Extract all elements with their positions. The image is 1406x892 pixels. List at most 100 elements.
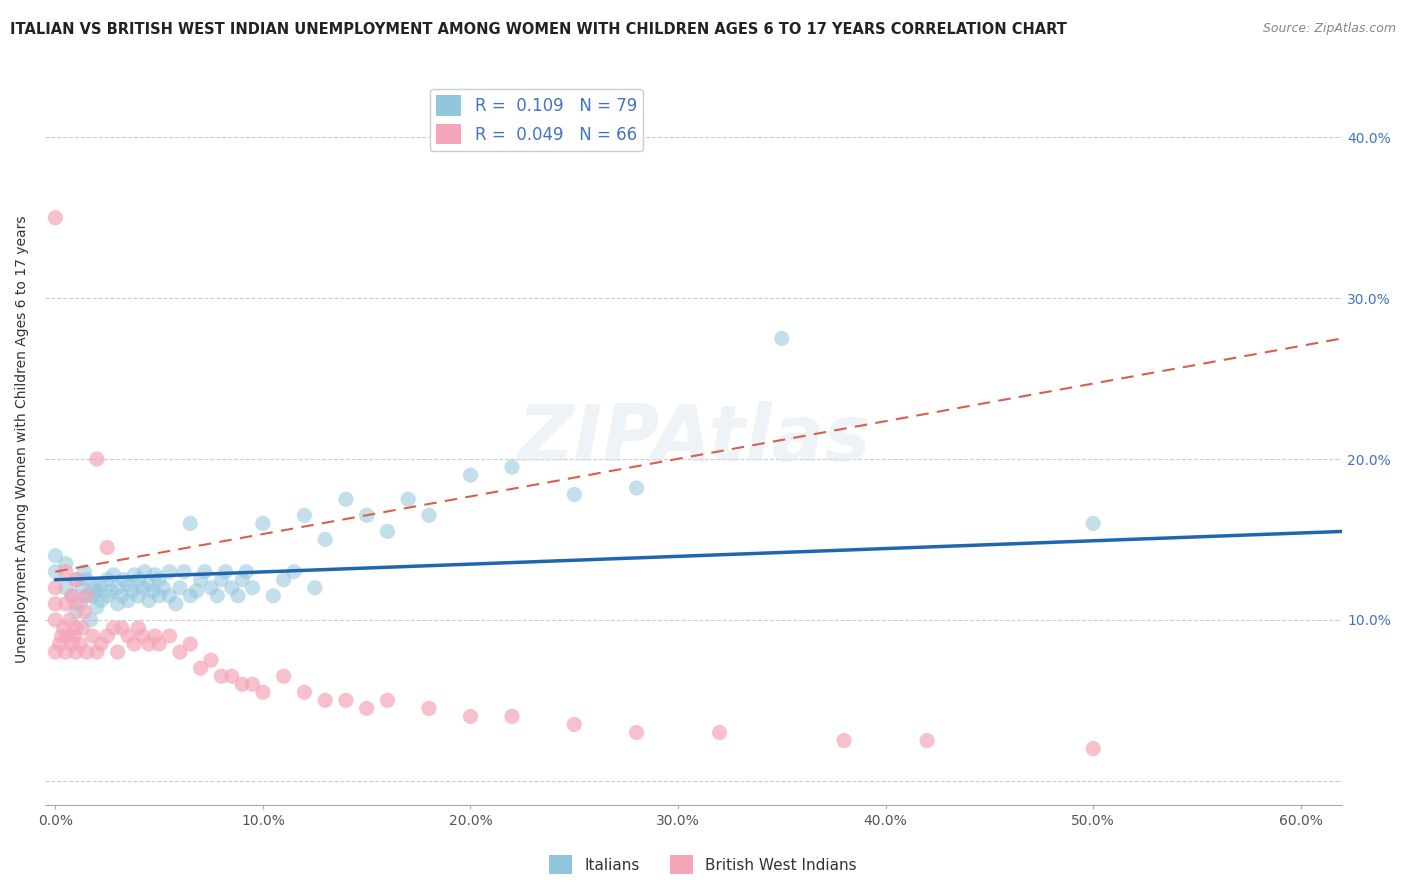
Point: [55, 597, 77, 611]
Point: [356, 701, 378, 715]
Point: [242, 581, 264, 595]
Point: [226, 589, 249, 603]
Point: [190, 661, 212, 675]
Point: [418, 508, 440, 523]
Point: [51, 629, 73, 643]
Point: [314, 693, 336, 707]
Point: [314, 533, 336, 547]
Point: [59, 613, 82, 627]
Point: [122, 567, 145, 582]
Point: [200, 653, 222, 667]
Point: [304, 581, 326, 595]
Point: [770, 331, 793, 345]
Point: [134, 565, 156, 579]
Text: Source: ZipAtlas.com: Source: ZipAtlas.com: [1263, 22, 1396, 36]
Point: [44, 597, 66, 611]
Point: [96, 629, 118, 643]
Text: ZIPAtlas: ZIPAtlas: [517, 401, 870, 477]
Point: [562, 487, 585, 501]
Point: [143, 567, 166, 582]
Point: [44, 581, 66, 595]
Point: [73, 565, 96, 579]
Point: [79, 613, 101, 627]
Point: [294, 508, 316, 523]
Point: [65, 621, 87, 635]
Point: [82, 589, 104, 603]
Point: [44, 645, 66, 659]
Point: [179, 589, 201, 603]
Point: [200, 581, 222, 595]
Point: [273, 669, 295, 683]
Point: [76, 589, 98, 603]
Point: [235, 565, 257, 579]
Point: [179, 637, 201, 651]
Point: [112, 573, 135, 587]
Point: [143, 629, 166, 643]
Point: [86, 645, 108, 659]
Point: [127, 589, 149, 603]
Point: [273, 573, 295, 587]
Point: [96, 573, 118, 587]
Point: [152, 581, 174, 595]
Point: [626, 481, 648, 495]
Point: [65, 573, 87, 587]
Point: [142, 584, 165, 599]
Point: [501, 460, 523, 475]
Point: [169, 581, 191, 595]
Point: [377, 524, 399, 539]
Point: [127, 573, 149, 587]
Point: [214, 565, 236, 579]
Point: [148, 637, 170, 651]
Point: [209, 669, 232, 683]
Point: [83, 581, 105, 595]
Point: [56, 629, 79, 643]
Point: [148, 589, 170, 603]
Point: [221, 581, 243, 595]
Point: [111, 621, 134, 635]
Point: [138, 637, 160, 651]
Point: [107, 597, 129, 611]
Legend: R =  0.109   N = 79, R =  0.049   N = 66: R = 0.109 N = 79, R = 0.049 N = 66: [429, 88, 644, 151]
Point: [60, 637, 83, 651]
Point: [107, 645, 129, 659]
Point: [65, 645, 87, 659]
Point: [460, 709, 482, 723]
Point: [103, 567, 125, 582]
Point: [55, 581, 77, 595]
Point: [55, 645, 77, 659]
Point: [96, 589, 118, 603]
Point: [48, 637, 70, 651]
Point: [86, 584, 108, 599]
Point: [86, 600, 108, 615]
Point: [65, 605, 87, 619]
Point: [626, 725, 648, 739]
Point: [52, 621, 75, 635]
Point: [396, 492, 419, 507]
Point: [209, 573, 232, 587]
Point: [283, 565, 305, 579]
Point: [1083, 741, 1105, 756]
Point: [148, 573, 170, 587]
Point: [73, 605, 96, 619]
Point: [100, 584, 122, 599]
Point: [90, 593, 112, 607]
Point: [252, 516, 274, 531]
Point: [159, 565, 181, 579]
Point: [107, 581, 129, 595]
Point: [65, 573, 87, 587]
Point: [86, 452, 108, 467]
Point: [262, 589, 284, 603]
Point: [90, 577, 112, 591]
Point: [377, 693, 399, 707]
Point: [242, 677, 264, 691]
Point: [103, 621, 125, 635]
Point: [165, 597, 187, 611]
Point: [82, 629, 104, 643]
Point: [501, 709, 523, 723]
Point: [915, 733, 938, 747]
Point: [117, 577, 139, 591]
Point: [44, 549, 66, 563]
Point: [832, 733, 855, 747]
Point: [294, 685, 316, 699]
Point: [60, 589, 83, 603]
